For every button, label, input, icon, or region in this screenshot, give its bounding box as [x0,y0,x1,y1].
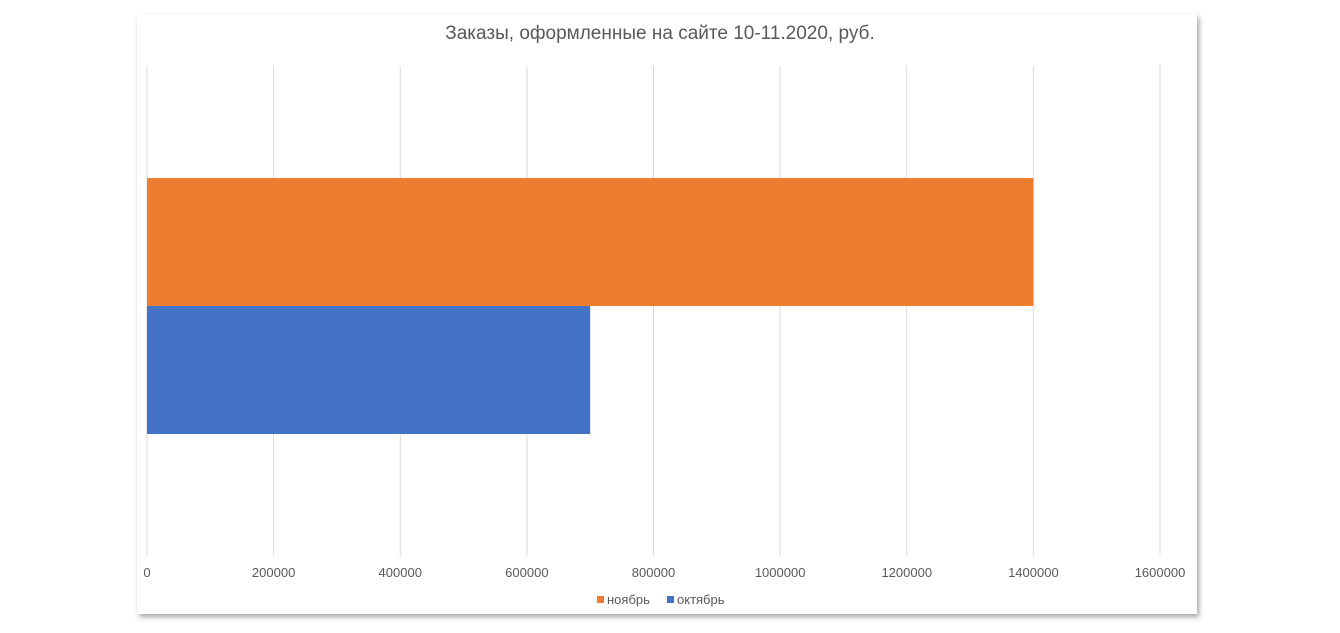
x-tick-label: 0 [143,565,150,580]
bar-series-2 [147,178,1034,306]
x-tick-label: 200000 [252,565,295,580]
chart-title: Заказы, оформленные на сайте 10-11.2020,… [445,23,874,44]
x-tick-label: 400000 [379,565,422,580]
legend-swatch [667,596,674,603]
x-tick-label: 800000 [632,565,675,580]
legend: ноябрь октябрь [597,592,725,607]
x-tick-label: 1000000 [755,565,806,580]
legend-label: октябрь [677,592,725,607]
x-tick-label: 600000 [505,565,548,580]
x-axis-ticks: 0 200000 400000 600000 800000 1000000 1200000 1… [143,565,1185,580]
legend-swatch [597,596,604,603]
bar-series-1 [147,306,591,434]
bar-chart: Заказы, оформленные на сайте 10-11.2020,… [143,23,1185,607]
chart-frame: Заказы, оформленные на сайте 10-11.2020,… [137,14,1197,614]
bars [147,178,1034,434]
gridlines [146,66,1161,556]
x-tick-label: 1600000 [1135,565,1186,580]
x-tick-label: 1400000 [1008,565,1059,580]
legend-label: ноябрь [607,592,650,607]
x-tick-label: 1200000 [881,565,932,580]
